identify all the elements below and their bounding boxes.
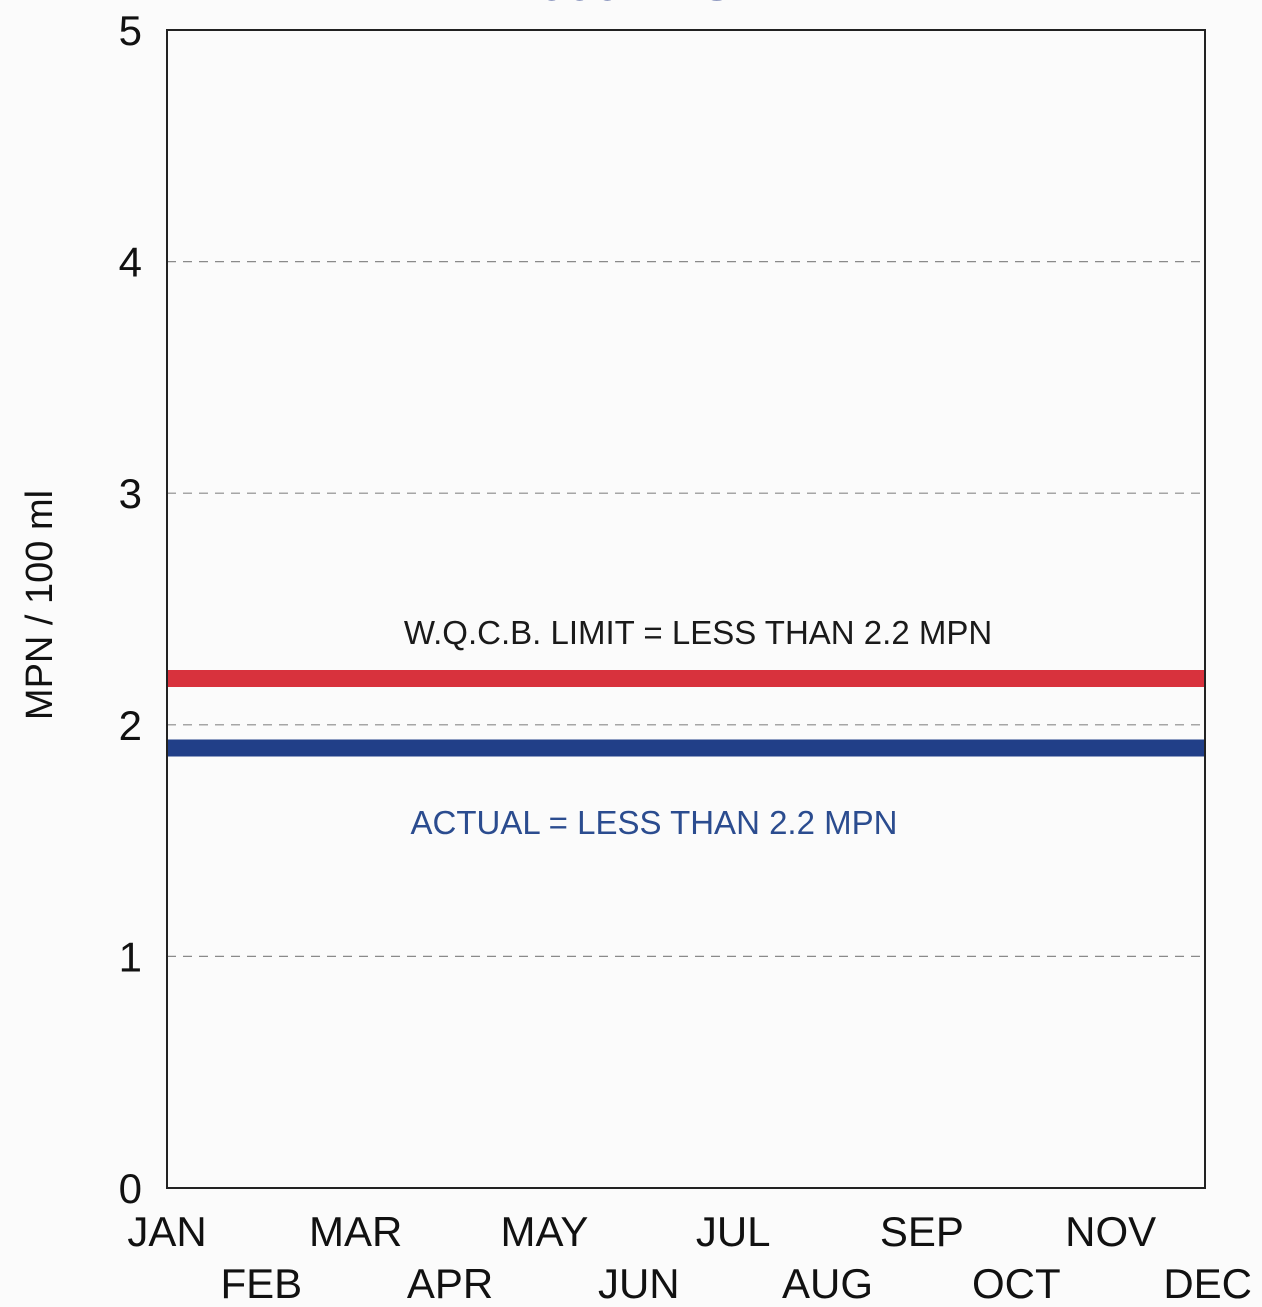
y-tick-label-3: 3 [119, 470, 142, 517]
x-tick-label-dec: DEC [1163, 1260, 1252, 1307]
plot-area-frame [166, 29, 1206, 1189]
annotations: W.Q.C.B. LIMIT = LESS THAN 2.2 MPN ACTUAL… [404, 614, 992, 841]
x-tick-label-nov: NOV [1065, 1208, 1156, 1255]
x-tick-label-apr: APR [407, 1260, 493, 1307]
x-tick-label-sep: SEP [880, 1208, 964, 1255]
y-axis-title: MPN / 100 ml [19, 490, 61, 720]
y-tick-label-1: 1 [119, 933, 142, 980]
x-tick-label-may: MAY [501, 1208, 589, 1255]
limit-annotation: W.Q.C.B. LIMIT = LESS THAN 2.2 MPN [404, 614, 992, 651]
x-tick-label-mar: MAR [309, 1208, 402, 1255]
grid-lines [167, 261, 1205, 958]
series-lines [167, 669, 1205, 757]
y-axis-ticks: 0 1 2 3 4 5 [119, 7, 142, 1212]
chart-title: 1999 - VS12 [511, 0, 789, 11]
x-tick-label-jun: JUN [598, 1260, 680, 1307]
y-tick-label-5: 5 [119, 7, 142, 54]
y-tick-label-4: 4 [119, 239, 142, 286]
x-tick-label-oct: OCT [972, 1260, 1061, 1307]
x-tick-label-feb: FEB [221, 1260, 303, 1307]
y-tick-label-2: 2 [119, 702, 142, 749]
x-tick-label-jul: JUL [696, 1208, 771, 1255]
actual-annotation: ACTUAL = LESS THAN 2.2 MPN [411, 804, 898, 841]
x-tick-label-jan: JAN [127, 1208, 206, 1255]
x-tick-label-aug: AUG [782, 1260, 873, 1307]
y-tick-label-0: 0 [119, 1165, 142, 1212]
